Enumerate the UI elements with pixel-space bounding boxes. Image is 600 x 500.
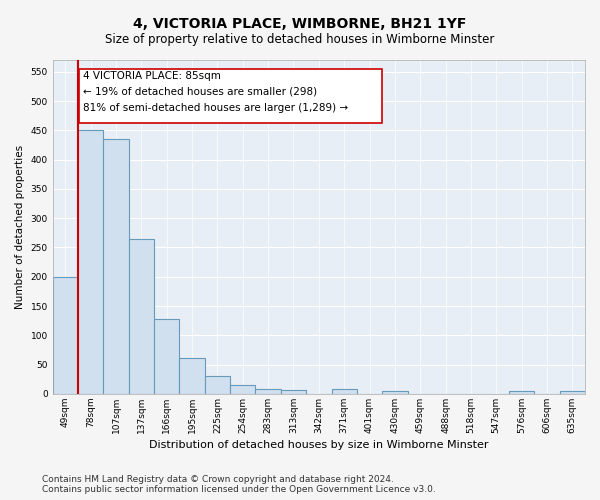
Bar <box>103 139 129 394</box>
Bar <box>509 391 535 394</box>
Bar <box>53 276 78 394</box>
Y-axis label: Number of detached properties: Number of detached properties <box>15 145 25 309</box>
Bar <box>230 385 256 394</box>
Bar <box>179 358 205 394</box>
Bar <box>332 389 357 394</box>
Bar <box>78 130 103 394</box>
Bar <box>382 391 407 394</box>
X-axis label: Distribution of detached houses by size in Wimborne Minster: Distribution of detached houses by size … <box>149 440 488 450</box>
Text: 81% of semi-detached houses are larger (1,289) →: 81% of semi-detached houses are larger (… <box>83 104 348 114</box>
Bar <box>256 389 281 394</box>
Text: 4, VICTORIA PLACE, WIMBORNE, BH21 1YF: 4, VICTORIA PLACE, WIMBORNE, BH21 1YF <box>133 18 467 32</box>
Bar <box>560 391 585 394</box>
Bar <box>281 390 306 394</box>
Text: ← 19% of detached houses are smaller (298): ← 19% of detached houses are smaller (29… <box>83 87 317 97</box>
Bar <box>129 238 154 394</box>
Text: Size of property relative to detached houses in Wimborne Minster: Size of property relative to detached ho… <box>106 32 494 46</box>
Text: 4 VICTORIA PLACE: 85sqm: 4 VICTORIA PLACE: 85sqm <box>83 70 221 81</box>
Text: Contains HM Land Registry data © Crown copyright and database right 2024.
Contai: Contains HM Land Registry data © Crown c… <box>42 474 436 494</box>
Bar <box>154 319 179 394</box>
FancyBboxPatch shape <box>79 69 382 122</box>
Bar <box>205 376 230 394</box>
